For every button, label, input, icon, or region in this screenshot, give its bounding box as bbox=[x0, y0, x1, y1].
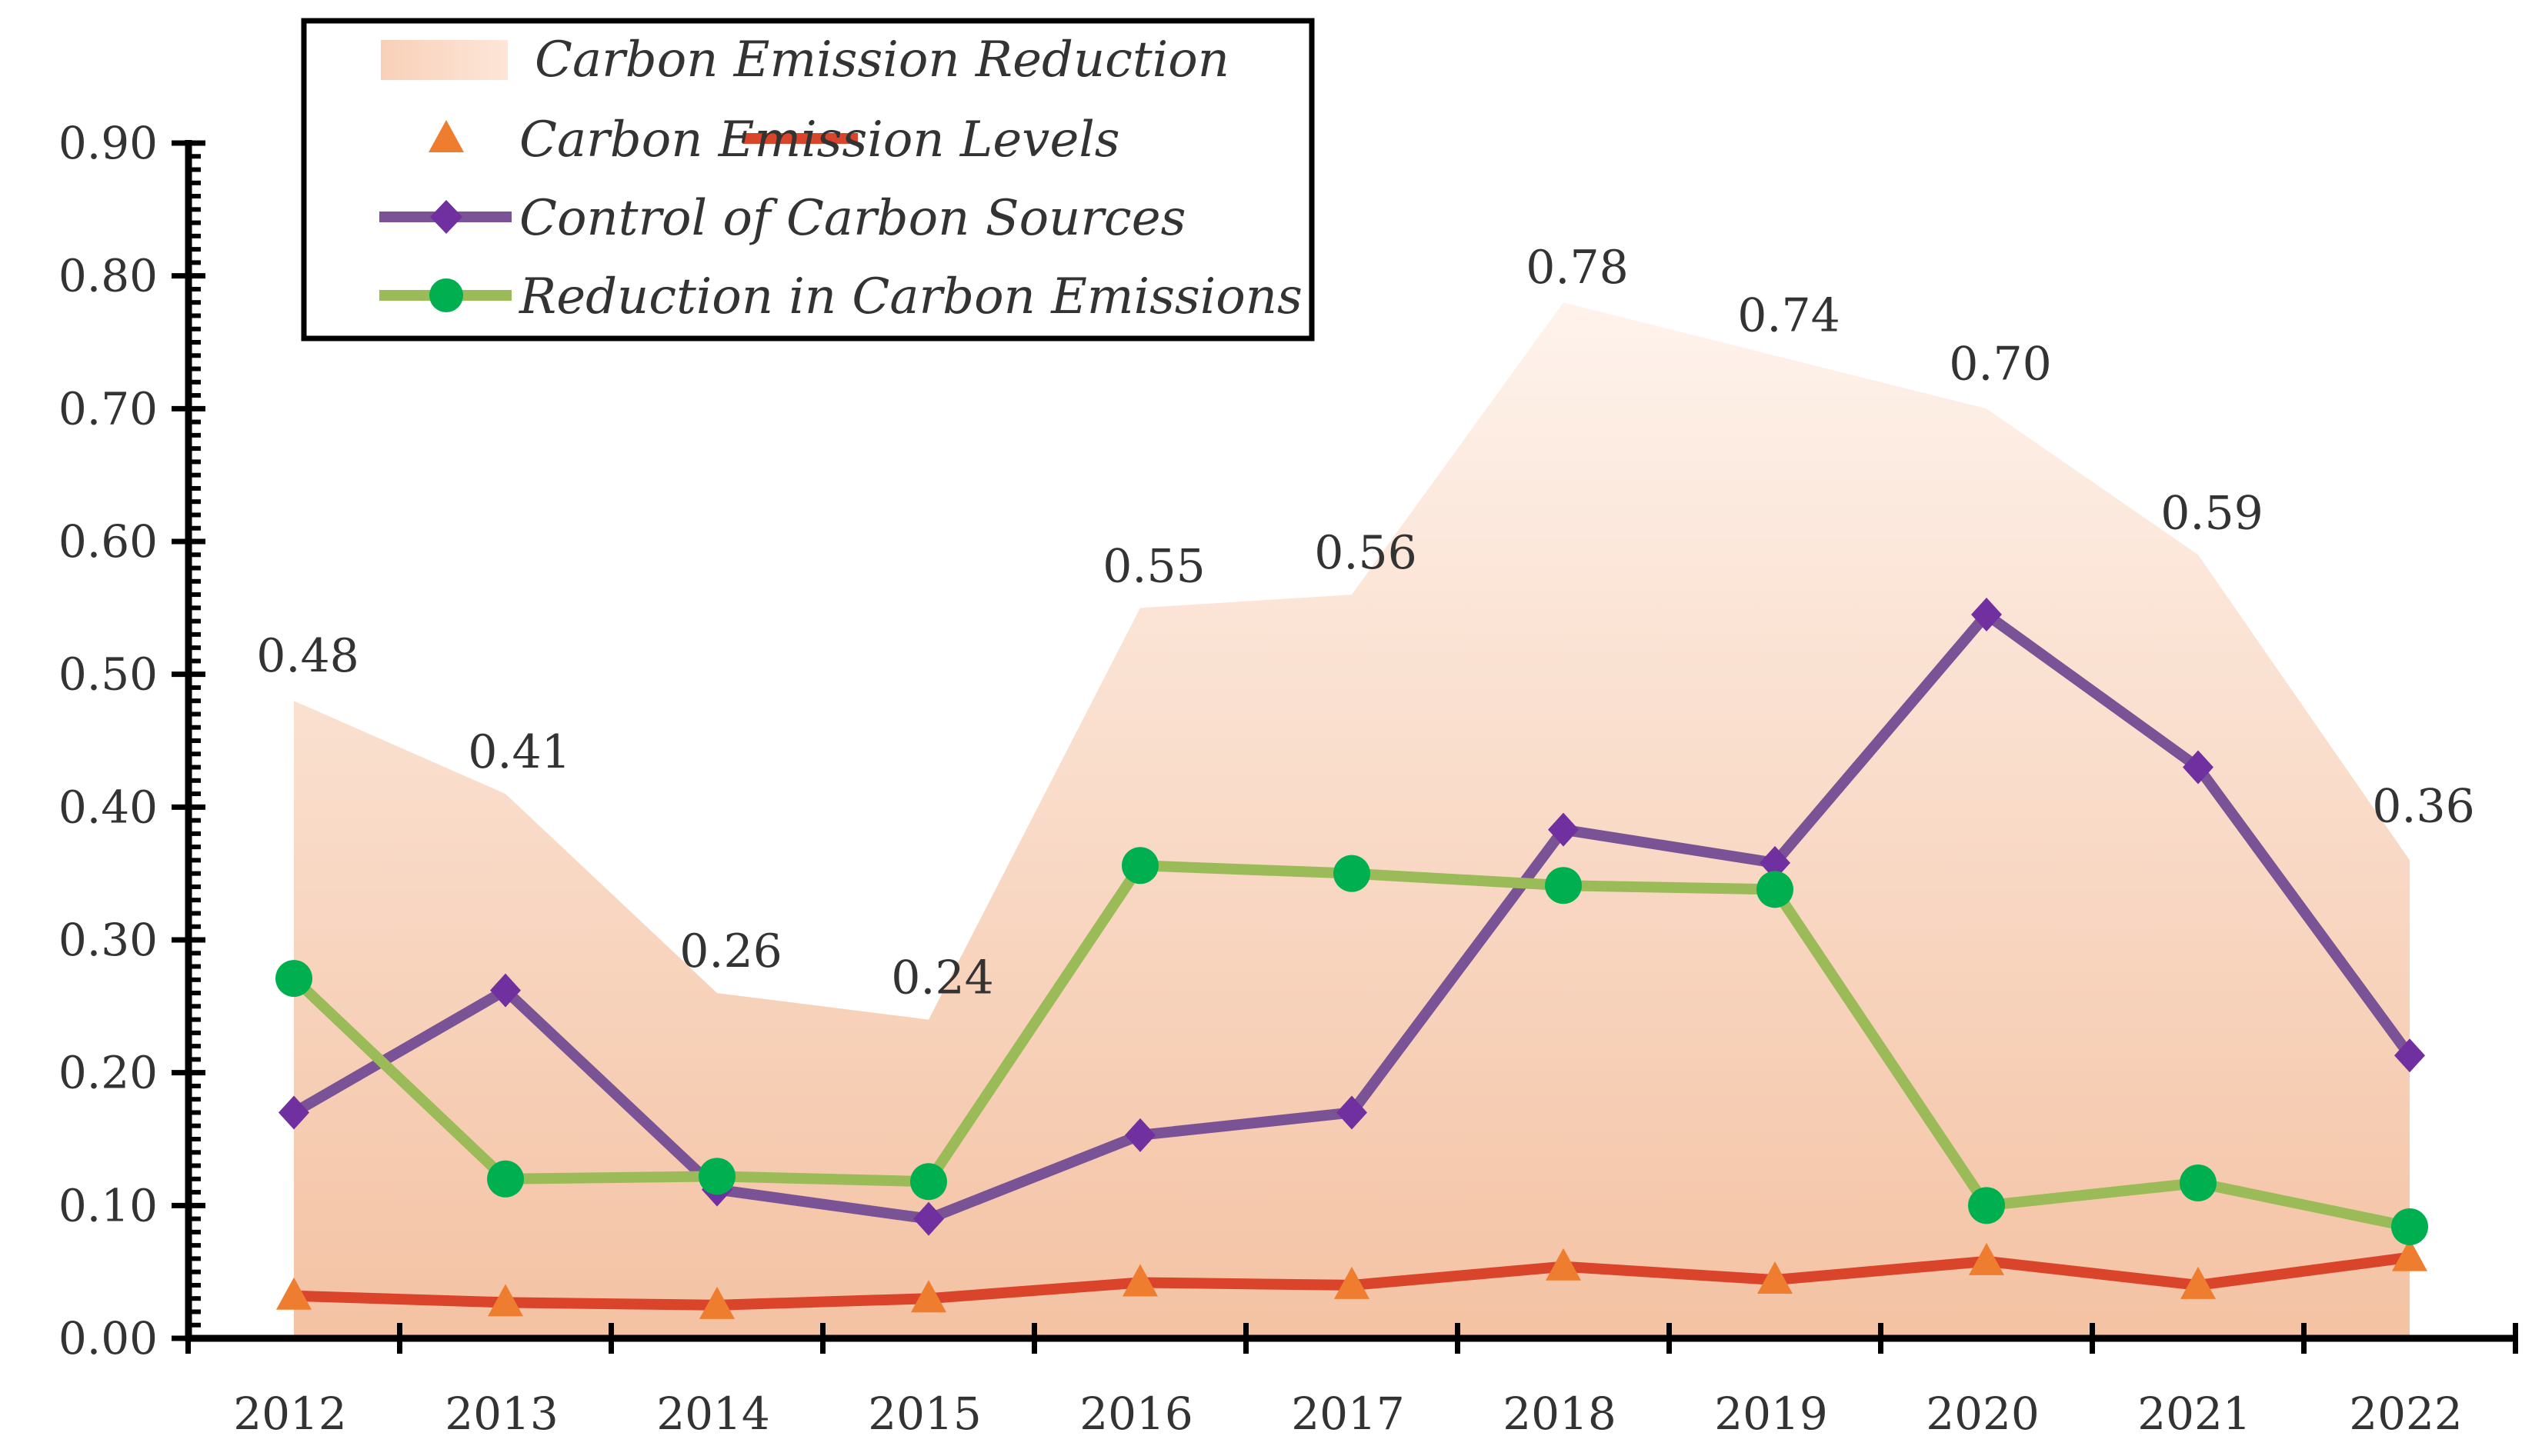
legend-label-reduction: Reduction in Carbon Emissions bbox=[519, 268, 1303, 325]
legend-marker-circle-icon bbox=[429, 278, 463, 312]
legend-marker-triangle-icon bbox=[429, 120, 464, 152]
y-tick-label: 0.30 bbox=[58, 914, 158, 966]
x-tick-label: 2019 bbox=[1714, 1388, 1828, 1440]
data-point-diamond bbox=[490, 973, 521, 1008]
data-point-triangle bbox=[2392, 1238, 2427, 1271]
data-point-circle bbox=[2391, 1208, 2428, 1245]
area-data-label: 0.48 bbox=[256, 629, 359, 683]
area-data-label: 0.24 bbox=[891, 951, 994, 1005]
x-tick-label: 2021 bbox=[2137, 1388, 2251, 1440]
data-point-triangle bbox=[1969, 1242, 2004, 1275]
y-tick-label: 0.00 bbox=[58, 1312, 158, 1364]
legend: Carbon Emission Reduction Carbon Emissio… bbox=[301, 18, 1315, 342]
data-point-circle bbox=[1968, 1187, 2005, 1224]
data-point-triangle bbox=[1546, 1248, 1581, 1281]
x-tick-label: 2013 bbox=[445, 1388, 559, 1440]
data-point-triangle bbox=[2180, 1266, 2216, 1299]
data-point-triangle bbox=[1334, 1266, 1369, 1299]
y-tick-label: 0.80 bbox=[58, 250, 158, 302]
data-point-diamond bbox=[1971, 597, 2002, 631]
legend-label-area: Carbon Emission Reduction bbox=[535, 32, 1229, 88]
data-point-circle bbox=[1545, 867, 1582, 905]
y-tick-label: 0.50 bbox=[58, 648, 158, 701]
area-data-label: 0.59 bbox=[2160, 486, 2263, 540]
x-tick-label: 2015 bbox=[868, 1388, 982, 1440]
data-point-circle bbox=[910, 1163, 947, 1201]
area-data-label: 0.55 bbox=[1103, 539, 1206, 593]
y-tick-label: 0.70 bbox=[58, 382, 158, 435]
series-control-of-carbon-sources bbox=[279, 597, 2425, 1236]
y-tick-label: 0.40 bbox=[58, 781, 158, 833]
series-reduction-in-carbon-emissions bbox=[275, 847, 2428, 1245]
data-point-circle bbox=[2180, 1164, 2217, 1201]
legend-marker-diamond-icon bbox=[430, 200, 462, 234]
y-tick-label: 0.90 bbox=[58, 117, 158, 169]
data-point-triangle bbox=[276, 1277, 312, 1310]
data-point-circle bbox=[699, 1158, 736, 1195]
data-point-triangle bbox=[488, 1284, 523, 1317]
data-point-diamond bbox=[2183, 750, 2213, 785]
area-data-label: 0.36 bbox=[2372, 779, 2475, 833]
x-tick-label: 2012 bbox=[233, 1388, 347, 1440]
data-point-circle bbox=[487, 1160, 524, 1198]
data-point-diamond bbox=[279, 1095, 309, 1130]
x-tick-label: 2016 bbox=[1079, 1388, 1193, 1440]
data-point-diamond bbox=[1336, 1095, 1367, 1130]
data-point-diamond bbox=[913, 1201, 944, 1236]
area-data-label: 0.78 bbox=[1526, 241, 1629, 295]
data-point-diamond bbox=[2394, 1038, 2425, 1073]
axes: 0.00 0.10 0.20 0.30 0.40 0.50 0.60 0.70 0.80 0.90… bbox=[58, 117, 2518, 1440]
y-tick-label: 0.20 bbox=[58, 1047, 158, 1099]
y-tick-label: 0.60 bbox=[58, 515, 158, 568]
area-data-label: 0.56 bbox=[1314, 526, 1417, 580]
data-point-diamond bbox=[1760, 845, 1790, 880]
data-point-circle bbox=[1756, 871, 1793, 908]
data-point-triangle bbox=[699, 1286, 735, 1319]
y-tick-label: 0.10 bbox=[58, 1179, 158, 1231]
x-tick-label: 2014 bbox=[656, 1388, 770, 1440]
area-layer bbox=[294, 302, 2410, 1339]
data-point-circle bbox=[275, 960, 312, 998]
area-data-label: 0.70 bbox=[1949, 337, 2052, 391]
area-data-labels: 0.48 0.41 0.26 0.24 0.55 0.56 0.78 0.74 0.70 0.59… bbox=[256, 241, 2475, 1005]
legend-label-control: Control of Carbon Sources bbox=[519, 190, 1186, 247]
area-data-label: 0.74 bbox=[1737, 288, 1840, 342]
legend-swatch-area bbox=[381, 40, 508, 80]
x-tick-label: 2018 bbox=[1503, 1388, 1616, 1440]
data-point-circle bbox=[1333, 855, 1370, 892]
area-data-label: 0.41 bbox=[468, 725, 571, 779]
data-point-triangle bbox=[1757, 1261, 1793, 1294]
area-carbon-emission-reduction bbox=[294, 302, 2410, 1339]
data-point-diamond bbox=[1548, 812, 1579, 847]
x-tick-label: 2020 bbox=[1926, 1388, 2040, 1440]
data-point-circle bbox=[1122, 847, 1159, 885]
x-tick-label: 2022 bbox=[2349, 1388, 2463, 1440]
series-carbon-emission-levels bbox=[276, 1238, 2427, 1319]
area-data-label: 0.26 bbox=[679, 925, 782, 978]
x-tick-label: 2017 bbox=[1291, 1388, 1405, 1440]
data-point-triangle bbox=[911, 1280, 946, 1313]
data-point-triangle bbox=[1123, 1264, 1158, 1297]
data-point-diamond bbox=[1125, 1118, 1156, 1152]
series-layer bbox=[275, 597, 2428, 1319]
legend-label-levels: Carbon Emission Levels bbox=[519, 112, 1120, 168]
